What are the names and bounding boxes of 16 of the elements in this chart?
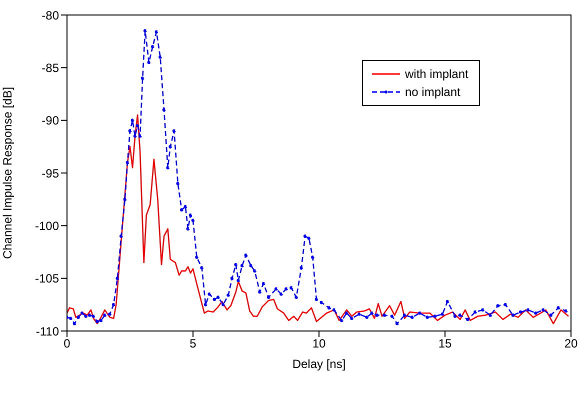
y-tick-label: -80 xyxy=(42,8,60,22)
x-tick-label: 20 xyxy=(564,336,578,351)
y-axis-title: Channel Impulse Response [dB] xyxy=(0,86,14,260)
legend-label: with implant xyxy=(405,67,468,81)
y-tick-label: -110 xyxy=(36,324,60,338)
x-tick-label: 15 xyxy=(438,336,452,351)
y-tick-label: -90 xyxy=(42,114,60,128)
x-axis-title: Delay [ns] xyxy=(292,357,346,371)
y-tick-label: -100 xyxy=(34,218,60,233)
x-tick-label: 5 xyxy=(190,336,197,351)
x-tick-label: 0 xyxy=(64,336,71,351)
x-tick-label: 10 xyxy=(312,336,326,351)
y-tick-label: -105 xyxy=(34,272,60,286)
y-tick-label: -85 xyxy=(42,60,60,75)
legend-label: no implant xyxy=(405,85,460,99)
y-tick-label: -95 xyxy=(42,166,60,180)
